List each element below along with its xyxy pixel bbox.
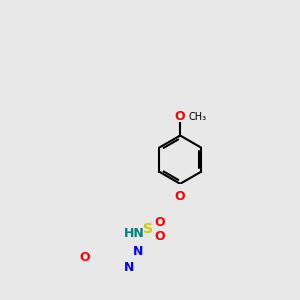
Text: O: O: [155, 215, 165, 229]
Text: N: N: [124, 261, 134, 274]
Text: CH₃: CH₃: [188, 112, 206, 122]
Text: O: O: [155, 230, 165, 243]
Text: O: O: [79, 251, 90, 264]
Text: N: N: [133, 245, 144, 258]
Text: S: S: [143, 222, 153, 236]
Text: HN: HN: [124, 226, 144, 240]
Text: O: O: [175, 190, 185, 203]
Text: O: O: [175, 110, 185, 124]
